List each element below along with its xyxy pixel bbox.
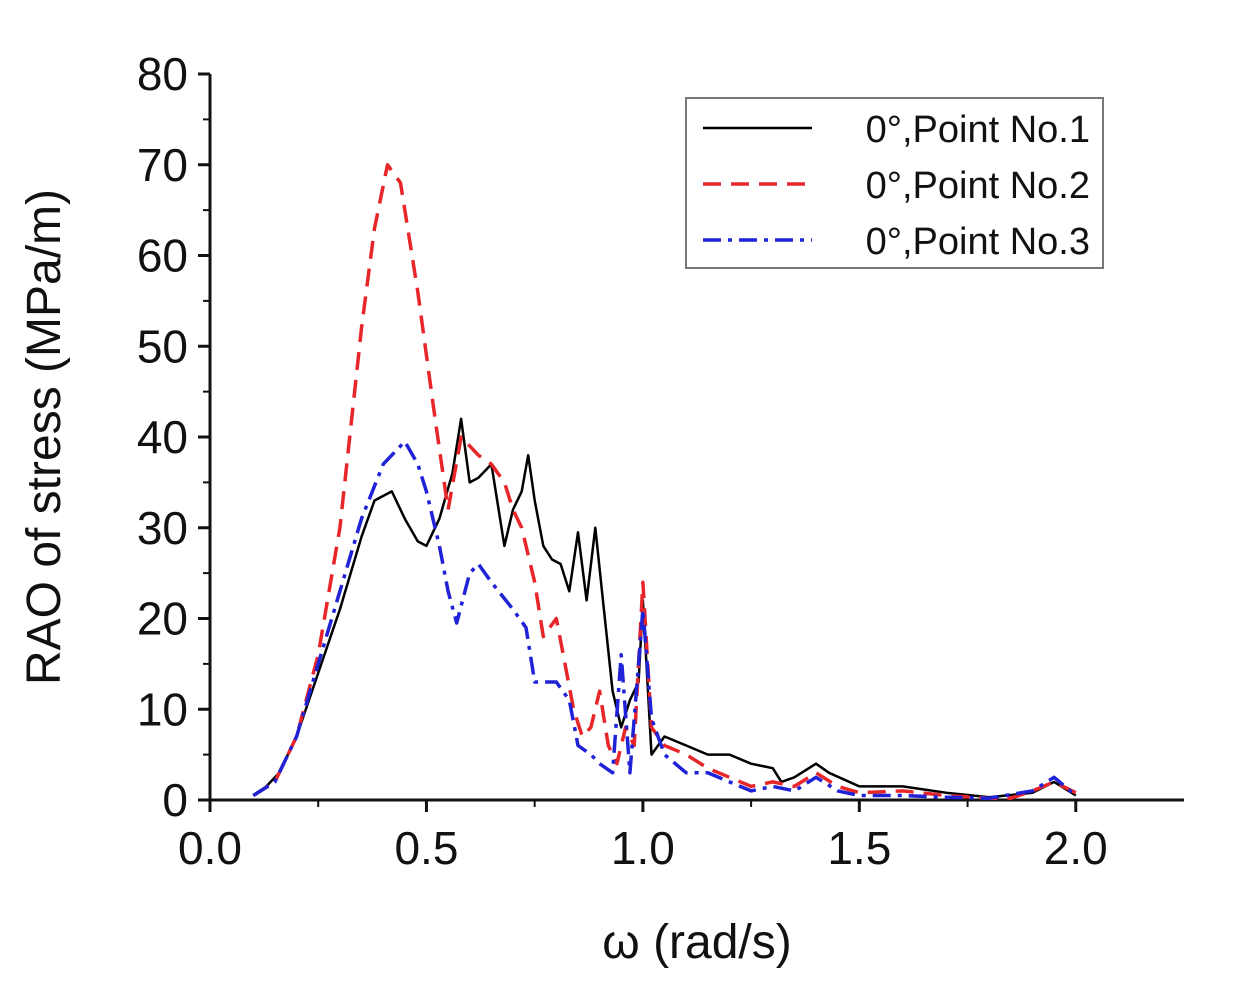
y-tick-label: 80: [137, 48, 188, 100]
x-tick-label: 0.0: [178, 822, 242, 874]
y-tick-label: 30: [137, 502, 188, 554]
legend-label-point-1: 0°,Point No.1: [866, 109, 1090, 151]
series-line-point-2: [252, 163, 1077, 800]
series-line-point-3: [252, 439, 1077, 800]
y-tick-label: 70: [137, 139, 188, 191]
y-ticks: 0 10 20 30 40 50 60 70 80: [137, 48, 210, 826]
y-tick-label: 20: [137, 593, 188, 645]
x-ticks: 0.0 0.5 1.0 1.5 2.0: [178, 800, 1108, 874]
plot-area: 0 10 20 30 40 50 60 70 80 0.0 0.5 1.0 1.5 2.0: [137, 48, 1184, 874]
legend-label-point-2: 0°,Point No.2: [866, 165, 1090, 207]
y-tick-label: 40: [137, 411, 188, 463]
x-tick-label: 1.5: [827, 822, 891, 874]
y-tick-label: 0: [162, 774, 188, 826]
x-axis-title: ω (rad/s): [602, 916, 792, 969]
y-axis-title: RAO of stress (MPa/m): [18, 189, 71, 685]
x-tick-label: 0.5: [394, 822, 458, 874]
series-line-point-1: [252, 417, 1077, 799]
x-tick-label: 1.0: [611, 822, 675, 874]
y-tick-label: 60: [137, 230, 188, 282]
legend: 0°,Point No.1 0°,Point No.2 0°,Point No.…: [685, 97, 1104, 269]
legend-label-point-3: 0°,Point No.3: [866, 221, 1090, 263]
x-tick-label: 2.0: [1044, 822, 1108, 874]
y-tick-label: 10: [137, 683, 188, 735]
series-layer: [252, 163, 1077, 800]
y-tick-label: 50: [137, 320, 188, 372]
